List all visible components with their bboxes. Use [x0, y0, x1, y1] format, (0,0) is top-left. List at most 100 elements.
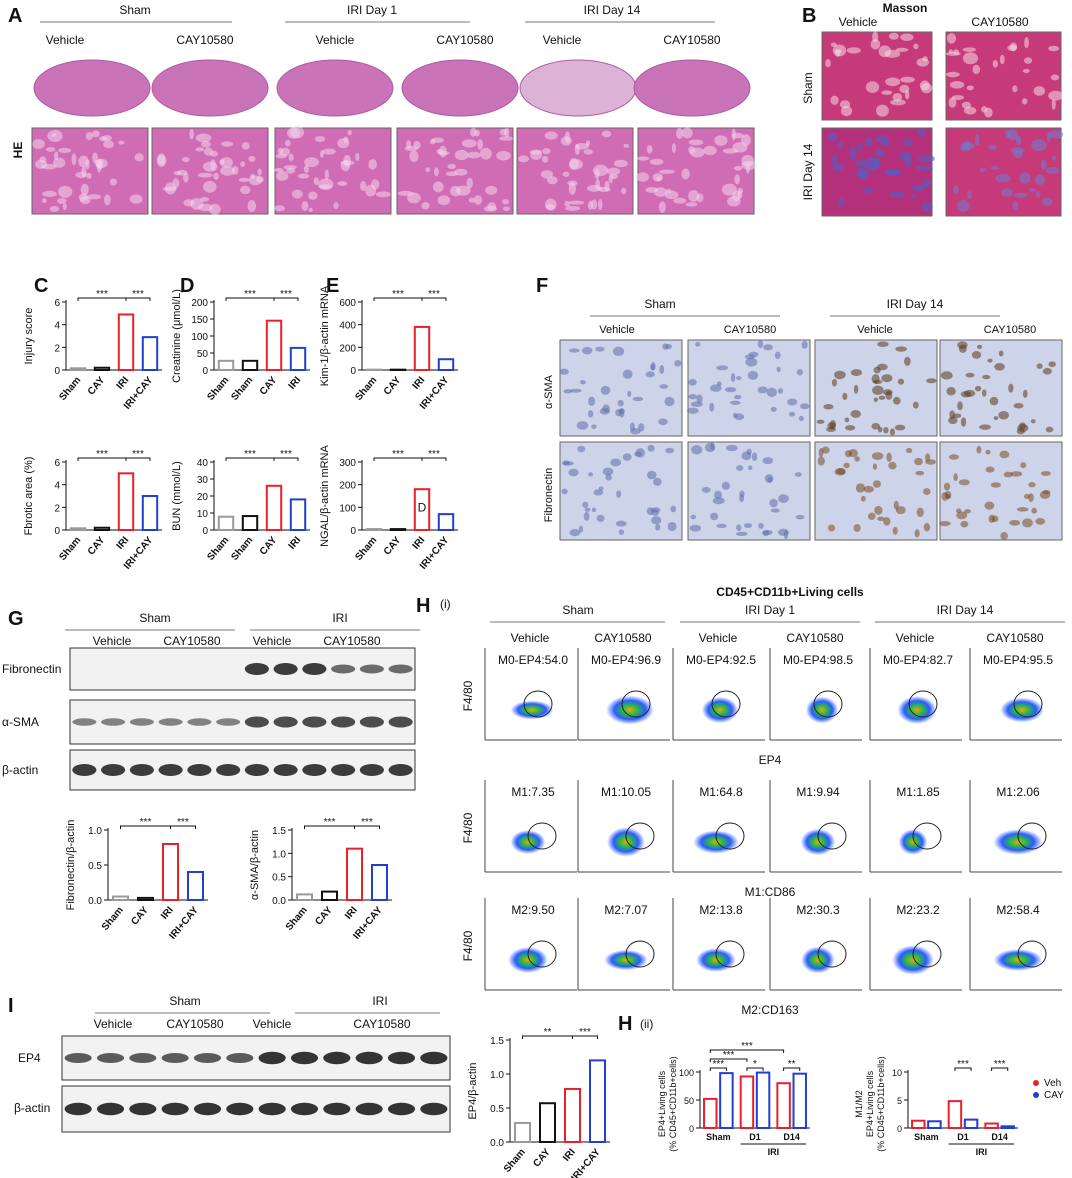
- tissue-texture: [564, 131, 571, 144]
- tissue-texture: [948, 416, 958, 425]
- tissue-texture: [231, 165, 239, 176]
- axis-label: F4/80: [461, 930, 475, 961]
- tissue-texture: [923, 523, 931, 532]
- tissue-texture: [758, 523, 764, 529]
- row-title: M2:CD163: [741, 1003, 799, 1017]
- tissue-texture: [477, 139, 483, 150]
- tissue-texture: [816, 419, 825, 424]
- tissue-texture: [635, 172, 650, 182]
- tissue-texture: [688, 394, 698, 400]
- tissue-texture: [982, 374, 991, 380]
- significance-label: ***: [712, 1059, 724, 1070]
- tissue-texture: [844, 417, 850, 423]
- blot-frame: [69, 647, 416, 691]
- gate-label: M1:64.8: [699, 785, 743, 799]
- tissue-texture: [587, 200, 594, 210]
- y-tick-label: 4: [54, 321, 60, 332]
- panel-letter: H: [618, 1013, 632, 1035]
- tissue-texture: [355, 152, 360, 162]
- tissue-texture: [257, 168, 262, 176]
- tissue-texture: [562, 171, 570, 177]
- tissue-texture: [118, 140, 125, 145]
- tissue-texture: [944, 491, 952, 499]
- tissue-texture: [729, 400, 741, 405]
- tissue-texture: [1049, 130, 1064, 139]
- tissue-texture: [951, 95, 964, 100]
- tissue-texture: [911, 194, 917, 199]
- tissue-texture: [895, 47, 909, 52]
- tissue-texture: [547, 176, 558, 185]
- panel-sublabel: (i): [440, 597, 451, 611]
- blot-band: [101, 764, 126, 776]
- tissue-texture: [559, 368, 569, 375]
- tissue-texture: [86, 194, 102, 200]
- tissue-texture: [966, 85, 974, 91]
- tissue-texture: [181, 156, 190, 163]
- tissue-texture: [421, 202, 430, 210]
- bar: [141, 495, 159, 531]
- significance-label: **: [788, 1059, 796, 1070]
- significance-label: ***: [177, 817, 189, 828]
- tissue-texture: [618, 408, 625, 415]
- tissue-texture: [890, 99, 906, 106]
- tissue-texture: [998, 410, 1010, 420]
- tissue-texture: [916, 507, 924, 518]
- tissue-texture: [948, 97, 957, 108]
- tissue-texture: [455, 185, 471, 196]
- tissue-texture: [568, 158, 579, 170]
- y-tick-label: 10: [197, 509, 209, 520]
- tissue-texture: [201, 140, 211, 148]
- axis-label: F4/80: [461, 680, 475, 711]
- bar: [69, 527, 87, 531]
- tissue-texture: [337, 181, 348, 186]
- panel-sublabel: (ii): [640, 1017, 653, 1031]
- tissue-texture: [710, 442, 715, 451]
- tissue-texture: [757, 386, 768, 394]
- tissue-texture: [190, 198, 204, 210]
- flow-cloud: [701, 696, 739, 724]
- tissue-texture: [1035, 518, 1046, 525]
- tissue-texture: [751, 452, 758, 461]
- flow-gate: [1017, 940, 1047, 968]
- tissue-texture: [1007, 129, 1018, 141]
- significance-label: ***: [132, 289, 144, 300]
- tissue-texture: [407, 192, 421, 204]
- y-tick-label: 1.0: [490, 1070, 504, 1081]
- tissue-texture: [213, 172, 219, 180]
- blot-band: [258, 1102, 286, 1116]
- gate-label: M0-EP4:95.5: [983, 653, 1053, 667]
- column-label: Vehicle: [253, 1017, 292, 1031]
- tissue-texture: [868, 512, 876, 520]
- column-label: CAY10580: [724, 324, 776, 336]
- blot-band: [359, 764, 384, 776]
- significance-label: ***: [741, 1041, 753, 1052]
- tissue-texture: [747, 465, 753, 471]
- significance-bracket: [746, 1067, 764, 1071]
- tissue-texture: [883, 389, 893, 396]
- panel-letter: D: [180, 275, 194, 297]
- tissue-texture: [592, 164, 609, 177]
- bar: [413, 325, 431, 371]
- tissue-texture: [588, 472, 594, 477]
- tissue-texture: [735, 531, 748, 536]
- y-tick-label: 0: [350, 366, 356, 377]
- bar: [93, 526, 111, 532]
- tissue-texture: [827, 422, 836, 430]
- tissue-texture: [976, 344, 983, 350]
- tissue-texture: [681, 127, 693, 139]
- tissue-texture: [596, 514, 605, 522]
- blot-frame: [69, 699, 416, 745]
- tissue-texture: [788, 411, 796, 417]
- tissue-texture: [733, 165, 743, 171]
- tissue-texture: [1022, 98, 1028, 105]
- tissue-texture: [946, 33, 957, 44]
- tissue-texture: [1024, 36, 1029, 49]
- tissue-texture: [591, 424, 597, 429]
- tissue-texture: [653, 477, 662, 487]
- bar: [963, 1118, 979, 1129]
- bar: [117, 472, 135, 532]
- column-label: Vehicle: [699, 631, 738, 645]
- blot-band: [359, 664, 384, 674]
- significance-label: ***: [96, 449, 108, 460]
- tissue-texture: [801, 340, 808, 349]
